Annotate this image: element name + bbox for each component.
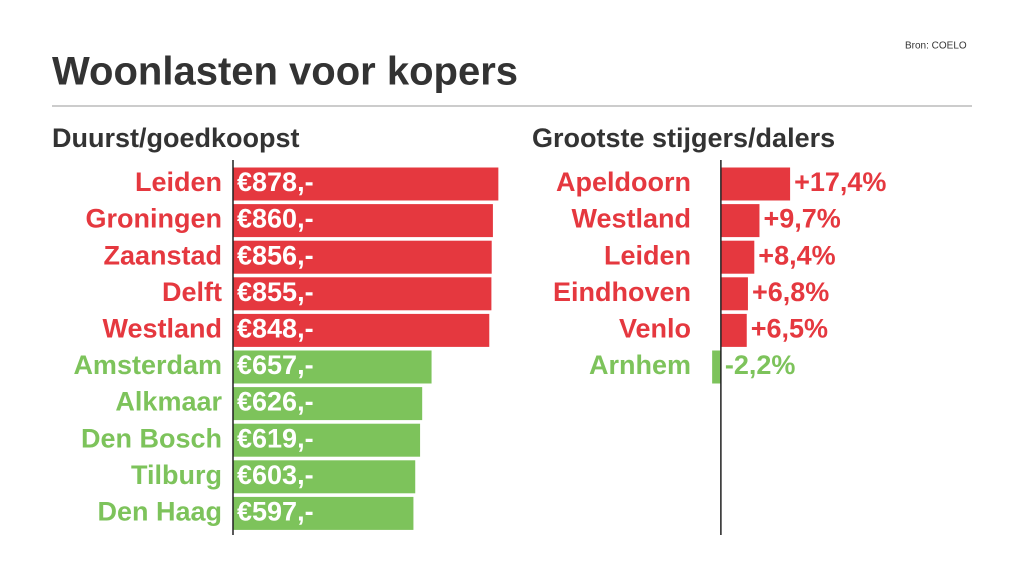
bar: [233, 167, 499, 201]
category-label: Arnhem: [589, 350, 691, 380]
value-label: +8,4%: [758, 240, 835, 270]
category-label: Leiden: [604, 240, 691, 270]
chart-title: Grootste stijgers/dalers: [532, 123, 835, 153]
value-label: -2,2%: [725, 350, 796, 380]
category-label: Amsterdam: [73, 350, 222, 380]
category-label: Eindhoven: [553, 277, 691, 307]
category-label: Tilburg: [131, 460, 222, 490]
value-label: €603,-: [237, 460, 314, 490]
value-label: +6,8%: [752, 277, 829, 307]
bar: [233, 387, 423, 421]
value-label: €626,-: [237, 387, 314, 417]
bar: [233, 204, 493, 238]
bar: [720, 313, 747, 347]
category-label: Groningen: [86, 204, 223, 234]
source: Bron: COELO: [905, 41, 967, 52]
bar: [233, 240, 492, 274]
category-label: Den Haag: [97, 497, 222, 527]
bar: [233, 350, 432, 384]
value-label: €860,-: [237, 204, 314, 234]
value-label: €657,-: [237, 350, 314, 380]
chart-title: Duurst/goedkoopst: [52, 123, 300, 153]
bar: [233, 423, 421, 457]
value-label: €856,-: [237, 240, 314, 270]
category-label: Venlo: [619, 314, 691, 344]
title: Woonlasten voor kopers: [52, 50, 518, 94]
category-label: Den Bosch: [81, 423, 222, 453]
category-label: Leiden: [135, 167, 222, 197]
bar: [233, 313, 490, 347]
category-label: Zaanstad: [103, 240, 222, 270]
bar: [720, 277, 748, 311]
value-label: €855,-: [237, 277, 314, 307]
value-label: +6,5%: [751, 314, 828, 344]
category-label: Alkmaar: [115, 387, 222, 417]
value-label: +9,7%: [763, 204, 840, 234]
bar: [233, 460, 416, 494]
bar: [720, 204, 760, 238]
bar: [712, 350, 721, 384]
category-label: Westland: [571, 204, 691, 234]
value-label: +17,4%: [794, 167, 886, 197]
category-label: Westland: [102, 314, 222, 344]
bar: [720, 167, 791, 201]
value-label: €878,-: [237, 167, 314, 197]
bar: [720, 240, 755, 274]
category-label: Apeldoorn: [556, 167, 691, 197]
value-label: €597,-: [237, 497, 314, 527]
value-label: €848,-: [237, 314, 314, 344]
category-label: Delft: [162, 277, 222, 307]
bar: [233, 277, 492, 311]
value-label: €619,-: [237, 423, 314, 453]
bar: [233, 496, 414, 530]
